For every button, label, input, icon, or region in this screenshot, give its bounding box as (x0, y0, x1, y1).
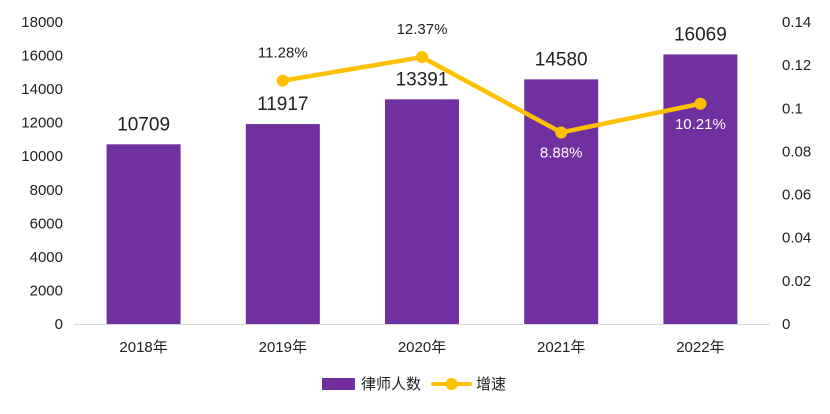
x-tick-label: 2021年 (537, 339, 585, 356)
y-right-tick-label: 0 (782, 316, 790, 333)
y-left-tick-label: 2000 (30, 282, 63, 299)
y-left-tick-label: 0 (55, 316, 63, 333)
growth-value-label: 10.21% (675, 116, 726, 133)
legend-marker-line (445, 378, 458, 390)
growth-point (276, 74, 289, 87)
bar-value-label: 10709 (117, 114, 170, 135)
bar (385, 99, 459, 324)
bar-value-label: 11917 (257, 94, 308, 115)
y-right-tick-label: 0.08 (782, 143, 811, 160)
y-left-tick-label: 4000 (30, 249, 63, 266)
y-left-tick-label: 14000 (21, 81, 63, 98)
growth-value-label: 11.28% (258, 45, 308, 62)
x-tick-label: 2022年 (676, 339, 724, 356)
y-right-tick-label: 0.1 (782, 100, 803, 117)
x-tick-label: 2019年 (259, 339, 307, 356)
bar-value-label: 13391 (396, 69, 449, 90)
y-left-tick-label: 18000 (21, 14, 63, 31)
x-tick-label: 2020年 (398, 339, 446, 356)
growth-point (694, 97, 707, 110)
y-left-tick-label: 8000 (30, 182, 63, 199)
growth-point (416, 51, 428, 64)
bar (663, 54, 738, 324)
y-left-tick-label: 6000 (30, 215, 63, 232)
x-tick-label: 2018年 (119, 339, 167, 356)
y-left-tick-label: 12000 (21, 115, 63, 132)
y-left-tick-label: 10000 (21, 148, 63, 165)
growth-point (555, 126, 568, 139)
growth-line (280, 54, 703, 135)
bar (245, 124, 320, 324)
y-left-tick-label: 16000 (21, 48, 63, 65)
legend-label-line: 增速 (476, 375, 506, 393)
growth-value-label: 8.88% (540, 144, 583, 161)
legend-label-bar: 律师人数 (361, 375, 421, 393)
growth-value-label: 12.37% (397, 21, 448, 38)
y-right-tick-label: 0.12 (782, 57, 811, 74)
bar (106, 144, 181, 324)
y-right-tick-label: 0.14 (782, 14, 811, 31)
legend-swatch-bar (322, 378, 355, 390)
y-right-tick-label: 0.02 (782, 273, 811, 290)
y-right-tick-label: 0.06 (782, 187, 811, 204)
y-right-tick-label: 0.04 (782, 230, 811, 247)
bar-value-label: 14580 (535, 49, 588, 70)
bar-value-label: 16069 (674, 24, 727, 45)
